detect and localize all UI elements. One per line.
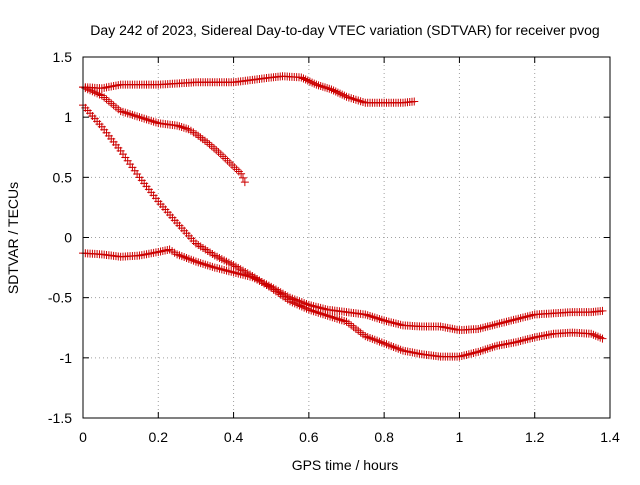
y-tick-label: -1 [60,350,73,366]
data-point-marker [329,86,338,95]
data-point-marker [327,85,336,94]
data-point-marker [314,81,323,90]
x-tick-label: 1.2 [525,429,545,445]
data-point-marker [310,79,319,88]
data-point-marker [318,82,327,91]
data-point-marker [336,89,345,98]
x-tick-label: 0.2 [149,429,169,445]
data-point-marker [238,173,247,182]
data-point-marker [323,84,332,93]
data-point-marker [303,76,312,85]
x-tick-label: 0.6 [299,429,319,445]
data-point-marker [340,91,349,100]
data-point-marker [410,97,419,106]
y-tick-label: 0.5 [53,169,73,185]
x-tick-label: 1.4 [600,429,620,445]
data-point-marker [598,306,607,315]
data-point-marker [237,169,246,178]
chart-title: Day 242 of 2023, Sidereal Day-to-day VTE… [90,22,599,38]
x-axis-label: GPS time / hours [292,457,399,473]
data-point-marker [301,75,310,84]
x-tick-label: 0 [79,429,87,445]
series-track-upper-falling [79,83,249,187]
y-tick-labels: -1.5 -1 -0.5 0 0.5 1 1.5 [48,49,72,426]
data-point-marker [598,334,607,343]
x-tick-label: 0.4 [224,429,244,445]
data-point-marker [333,88,342,97]
data-point-marker [297,73,306,82]
data-point-marker [338,90,347,99]
y-tick-label: 1 [64,109,72,125]
data-point-marker [320,83,329,92]
grid-lines [83,57,610,418]
data-point-marker [331,87,340,96]
y-tick-label: 0 [64,230,72,246]
data-point-marker [316,82,325,91]
x-tick-label: 1 [456,429,464,445]
data-point-marker [325,84,334,93]
series-track-top [79,72,419,107]
data-point-marker [308,78,317,87]
data-point-marker [312,80,321,89]
series-track-bottom [79,245,607,335]
data-point-marker [240,178,249,187]
y-tick-label: -1.5 [48,410,72,426]
y-tick-label: 1.5 [53,49,73,65]
data-point-marker [305,77,314,86]
y-axis-label: SDTVAR / TECUs [5,182,21,294]
x-tick-labels: 0 0.2 0.4 0.6 0.8 1 1.2 1.4 [79,429,620,445]
data-series [79,72,607,361]
x-tick-label: 0.8 [374,429,394,445]
plot-frame [82,56,611,419]
y-tick-label: -0.5 [48,290,72,306]
data-point-marker [299,74,308,83]
